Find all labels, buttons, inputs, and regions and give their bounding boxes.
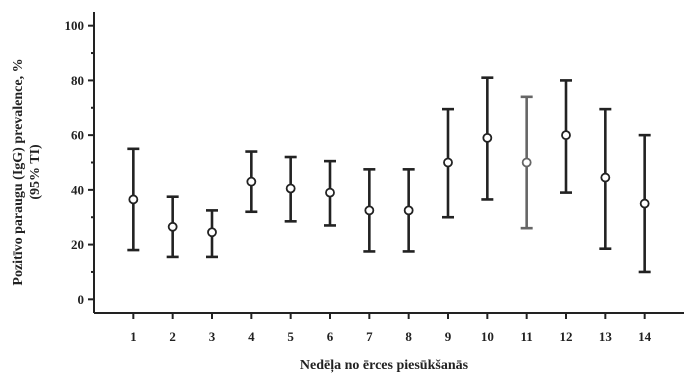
error-bar-week-1 [127,149,139,250]
data-point [483,134,491,142]
x-axis-ticks: 1 2 3 4 5 6 7 8 9 10 11 12 13 14 [130,313,652,344]
error-bar-week-10 [481,78,493,200]
x-tick-label: 7 [366,329,373,344]
data-point [129,195,137,203]
error-bar-week-5 [285,157,297,221]
x-tick-label: 2 [169,329,176,344]
y-axis-title-line1: Pozitīvo paraugu (IgG) prevalence, % [11,58,26,285]
error-bar-week-11 [521,97,533,228]
error-bar-week-4 [245,152,257,212]
y-tick-label: 20 [71,237,84,252]
error-bar-week-2 [167,197,179,257]
data-point [247,178,255,186]
error-bar-week-3 [206,210,218,257]
y-tick-label: 100 [65,18,85,33]
x-tick-label: 5 [287,329,294,344]
error-bar-week-14 [639,135,651,272]
error-bar-week-9 [442,109,454,217]
y-tick-label: 0 [78,292,85,307]
x-tick-label: 1 [130,329,137,344]
x-tick-label: 3 [209,329,216,344]
error-bar-week-8 [403,169,415,251]
data-point [326,189,334,197]
x-tick-label: 12 [560,329,573,344]
x-tick-label: 9 [445,329,452,344]
data-point [208,228,216,236]
y-tick-label: 80 [71,73,84,88]
data-point [562,131,570,139]
data-point [601,174,609,182]
error-bar-week-12 [560,80,572,192]
data-point [169,223,177,231]
data-point [523,159,531,167]
x-tick-label: 13 [599,329,613,344]
data-point [405,206,413,214]
error-bar-week-7 [363,169,375,251]
x-tick-label: 11 [521,329,533,344]
data-point [641,200,649,208]
y-tick-label: 60 [71,128,84,143]
y-axis-ticks: 0 20 40 60 80 100 [65,18,95,307]
y-tick-label: 40 [71,182,84,197]
error-bar-week-13 [599,109,611,249]
data-point [444,159,452,167]
y-axis-title-line2: (95% TI) [28,144,43,200]
error-bar-week-6 [324,161,336,225]
x-tick-label: 10 [481,329,494,344]
x-axis-title: Nedēļa no ērces piesūkšanās [300,358,469,373]
data-series [127,78,650,272]
data-point [287,184,295,192]
axes [94,12,684,313]
x-tick-label: 8 [405,329,412,344]
x-tick-label: 4 [248,329,255,344]
x-tick-label: 14 [638,329,652,344]
data-point [365,206,373,214]
x-tick-label: 6 [327,329,334,344]
